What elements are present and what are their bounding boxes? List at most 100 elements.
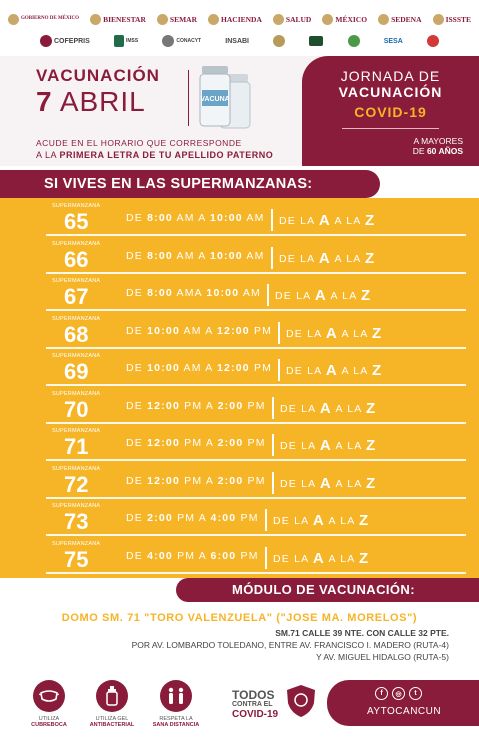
- partner-logos-row-1: GOBIERNO DE MÉXICO BIENESTAR SEMAR HACIE…: [8, 8, 471, 30]
- row-divider: [278, 359, 280, 381]
- conacyt-icon: [162, 35, 175, 47]
- letter-range: DE LA A A LA Z: [273, 512, 370, 529]
- supermanzana-number: 73: [64, 509, 89, 534]
- schedule-row: SUPERMANZANA 75 DE 4:00 PM A 6:00 PM DE LA …: [46, 541, 466, 574]
- schedule-time: DE 2:00 PM A 4:00 PM: [126, 512, 259, 524]
- gel-icon: [96, 680, 128, 712]
- row-divider: [278, 321, 280, 344]
- measure-caption-gel: UTILIZA GEL ANTIBACTERIAL: [89, 716, 135, 728]
- seal-icon: [8, 13, 19, 25]
- jornada-line-2: VACUNACIÓN: [338, 84, 443, 100]
- row-divider: [265, 509, 267, 531]
- acude-text: ACUDE EN EL HORARIO QUE CORRESPONDE: [36, 138, 242, 148]
- mask-icon: [33, 680, 65, 712]
- address-line-3: Y AV. MIGUEL HIDALGO (RUTA-5): [315, 652, 449, 662]
- supermanzana-label: SUPERMANZANA: [52, 390, 101, 397]
- row-underline: [46, 496, 466, 499]
- row-divider: [271, 246, 273, 269]
- row-underline: [46, 309, 466, 311]
- logo-mexico: MÉXICO: [322, 13, 367, 25]
- seal-icon: [272, 13, 284, 25]
- row-underline: [46, 571, 466, 574]
- supermanzana-number: 70: [64, 396, 89, 422]
- row-underline: [46, 534, 466, 536]
- schedule-panel: [0, 198, 479, 578]
- row-underline: [46, 271, 466, 274]
- seal-icon: [90, 13, 102, 25]
- supermanzana-label: SUPERMANZANA: [52, 465, 101, 472]
- seal-icon: [378, 13, 390, 25]
- cancun-icon: [426, 35, 439, 47]
- row-divider: [271, 209, 273, 231]
- logo-salud: SALUD: [272, 13, 311, 25]
- schedule-row: SUPERMANZANA 69 DE 10:00 AM A 12:00 PM DE L…: [46, 353, 466, 386]
- schedule-row: SUPERMANZANA 68 DE 10:00 AM A 12:00 PM DE L…: [46, 316, 466, 349]
- supermanzana-number: 67: [64, 284, 89, 309]
- partner-logos-row-2: COFEPRIS IMSS CONACYT INSABI SESA: [40, 30, 439, 52]
- supermanzana-number: 72: [64, 471, 89, 497]
- row-underline: [46, 421, 466, 424]
- twitter-icon[interactable]: t: [409, 687, 422, 700]
- supermanzanas-band: SI VIVES EN LAS SUPERMANZANAS:: [0, 170, 380, 198]
- schedule-row: SUPERMANZANA 72 DE 12:00 PM A 2:00 PM DE LA…: [46, 466, 466, 499]
- measure-caption-mask: UTILIZA CUBREBOCA: [31, 716, 67, 728]
- supermanzana-label: SUPERMANZANA: [52, 503, 101, 509]
- address-line-1: SM.71 CALLE 39 NTE. CON CALLE 32 PTE.: [275, 628, 449, 638]
- row-divider: [272, 471, 274, 494]
- green-emblem-icon: [309, 36, 324, 46]
- logo-seal: [273, 35, 286, 47]
- logo-cancun: [426, 35, 439, 47]
- supermanzana-number: 71: [64, 434, 89, 459]
- logo-insabi: INSABI: [225, 37, 250, 45]
- schedule-time: DE 12:00 PM A 2:00 PM: [126, 474, 266, 487]
- row-underline: [46, 459, 466, 461]
- seal-icon: [322, 13, 334, 25]
- seal-icon: [208, 13, 220, 25]
- supermanzana-label: SUPERMANZANA: [52, 240, 101, 247]
- letter-range: DE LA A A LA Z: [280, 437, 377, 454]
- schedule-time: DE 8:00 AMA 10:00 AM: [126, 287, 261, 299]
- logo-conacyt: CONACYT: [162, 35, 201, 47]
- modulo-title: MÓDULO DE VACUNACIÓN:: [232, 582, 415, 597]
- logo-quintana-roo: [347, 35, 360, 47]
- instagram-icon[interactable]: ◎: [392, 687, 405, 700]
- logo-green-seal: [309, 36, 324, 46]
- social-handle[interactable]: AYTOCANCUN: [367, 706, 442, 717]
- letter-range: DE LA A A LA Z: [286, 362, 383, 379]
- vacunacion-title: VACUNACIÓN: [36, 66, 160, 85]
- schedule-time: DE 8:00 AM A 10:00 AM: [126, 212, 265, 224]
- letter-range: DE LA A A LA Z: [273, 549, 370, 567]
- domo-name: DOMO SM. 71 "TORO VALENZUELA" ("JOSE MA.…: [61, 612, 418, 624]
- jornada-divider: [342, 128, 439, 129]
- modulo-band: MÓDULO DE VACUNACIÓN:: [176, 578, 479, 602]
- supermanzana-label: SUPERMANZANA: [52, 203, 101, 209]
- schedule-time: DE 4:00 PM A 6:00 PM: [126, 549, 259, 562]
- supermanzana-label: SUPERMANZANA: [52, 353, 101, 359]
- jornada-line-3: COVID-19: [354, 104, 427, 120]
- row-divider: [267, 284, 269, 306]
- address-line-2: POR AV. LOMBARDO TOLEDANO, ENTRE AV. FRA…: [131, 640, 449, 650]
- vaccine-vials-icon: VACUNA: [199, 66, 251, 129]
- supermanzana-number: 66: [64, 246, 89, 272]
- quintana-roo-icon: [347, 35, 360, 47]
- letter-range: DE LA A A LA Z: [286, 324, 383, 342]
- measure-caption-distance: RESPETA LA SANA DISTANCIA: [152, 716, 200, 728]
- supermanzana-number: 68: [64, 321, 89, 347]
- supermanzana-number: 65: [64, 209, 89, 234]
- schedule-row: SUPERMANZANA 70 DE 12:00 PM A 2:00 PM DE LA…: [46, 391, 466, 424]
- supermanzana-label: SUPERMANZANA: [52, 315, 101, 322]
- mayores-text: A MAYORES DE 60 AÑOS: [412, 136, 463, 156]
- social-box: f ◎ t AYTOCANCUN: [327, 680, 479, 726]
- row-underline: [46, 346, 466, 349]
- logo-gobierno-mexico: GOBIERNO DE MÉXICO: [8, 13, 79, 25]
- apellido-text: A LA PRIMERA LETRA DE TU APELLIDO PATERN…: [36, 150, 274, 160]
- letter-range: DE LA A A LA Z: [275, 287, 372, 304]
- shield-icon: [287, 685, 315, 717]
- logo-hacienda: HACIENDA: [208, 13, 262, 25]
- facebook-icon[interactable]: f: [375, 687, 388, 700]
- letter-range: DE LA A A LA Z: [280, 474, 377, 492]
- imss-icon: [113, 35, 124, 47]
- cofepris-icon: [40, 35, 52, 47]
- vial-label: VACUNA: [200, 96, 229, 103]
- row-underline: [46, 234, 466, 236]
